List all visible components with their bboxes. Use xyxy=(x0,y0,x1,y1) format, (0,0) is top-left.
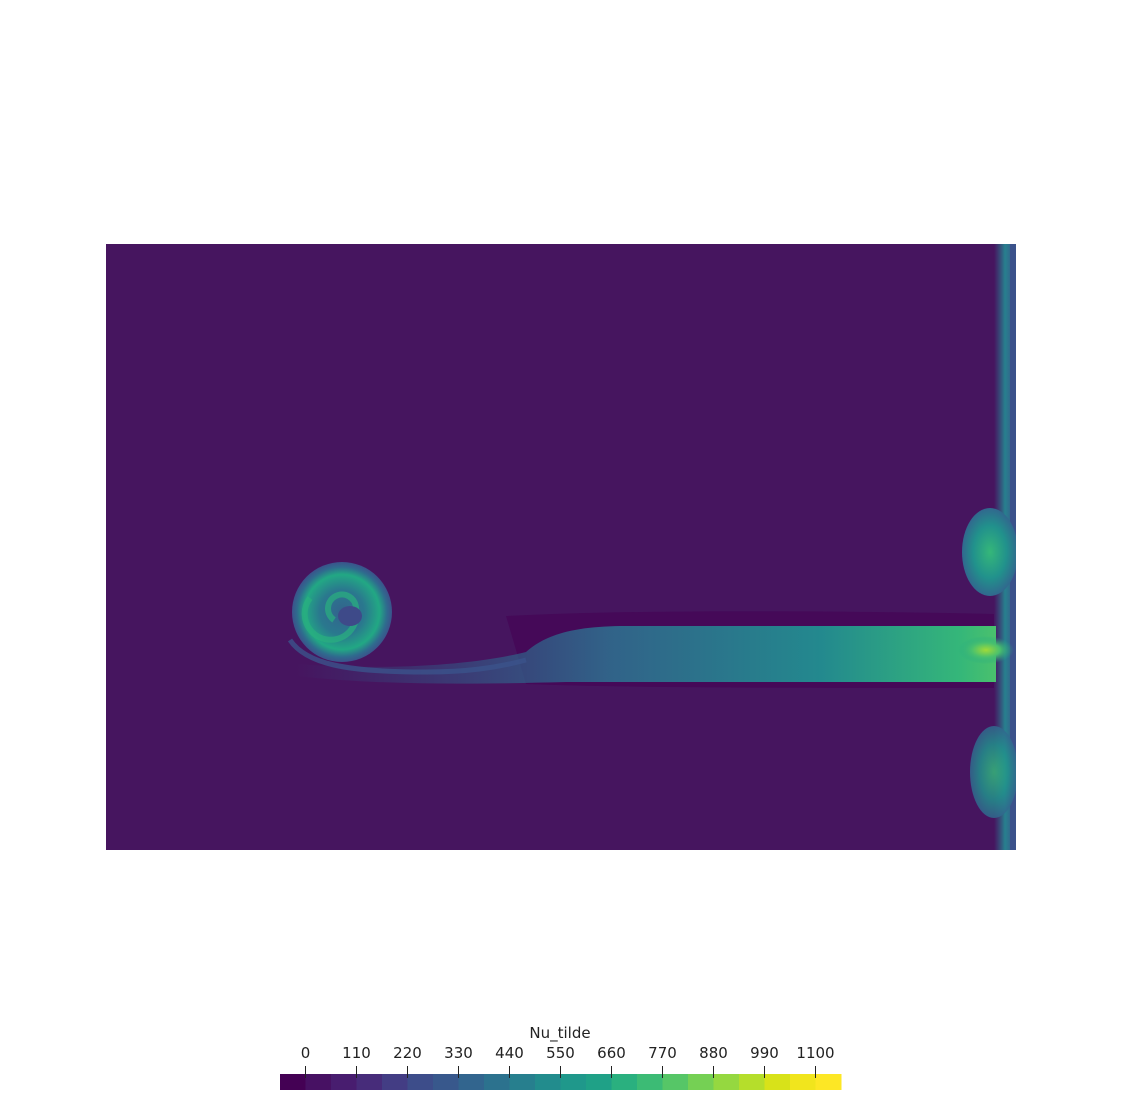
colorbar-tick-label: 220 xyxy=(393,1044,422,1062)
colorbar-tick-label: 990 xyxy=(750,1044,779,1062)
colorbar-swatch xyxy=(509,1074,536,1090)
colorbar-swatch xyxy=(305,1074,332,1090)
colorbar-swatch xyxy=(458,1074,485,1090)
colorbar-tick-label: 770 xyxy=(648,1044,677,1062)
lower-wall-vortex xyxy=(970,726,1016,818)
colorbar-swatch xyxy=(688,1074,714,1090)
spiral-vortex-core xyxy=(338,606,362,626)
colorbar-swatch xyxy=(815,1074,842,1090)
colorbar-tick-label: 1100 xyxy=(796,1044,835,1062)
vortex-tail xyxy=(287,638,527,675)
colorbar-swatch xyxy=(790,1074,816,1090)
colorbar-swatch xyxy=(739,1074,765,1090)
colorbar-tick-label: 440 xyxy=(495,1044,524,1062)
colorbar-swatch xyxy=(611,1074,638,1090)
colorbar-tick-label: 110 xyxy=(342,1044,371,1062)
colorbar-swatch xyxy=(433,1074,459,1090)
colorbar-swatch xyxy=(560,1074,587,1090)
colorbar-tick-label: 550 xyxy=(546,1044,575,1062)
colorbar-tick-label: 660 xyxy=(597,1044,626,1062)
colorbar-swatch xyxy=(382,1074,408,1090)
contour-plot-field xyxy=(106,244,1016,850)
colorbar-swatch xyxy=(764,1074,791,1090)
colorbar-swatch xyxy=(713,1074,740,1090)
colorbar-tick-label: 330 xyxy=(444,1044,473,1062)
jet-hotspot xyxy=(958,636,1014,664)
colorbar-swatch xyxy=(586,1074,612,1090)
colorbar-legend: Nu_tilde 0 110 220 330 440 550 660 770 880 990 110… xyxy=(260,1020,860,1094)
upper-wall-vortex xyxy=(962,508,1016,596)
colorbar-tick-label: 0 xyxy=(300,1044,311,1062)
colorbar-swatch xyxy=(280,1074,306,1090)
colorbar-swatch xyxy=(356,1074,383,1090)
colorbar-swatches xyxy=(280,1066,842,1090)
colorbar-swatch xyxy=(331,1074,357,1090)
colorbar-title: Nu_tilde xyxy=(529,1024,591,1042)
colorbar-swatch xyxy=(637,1074,663,1090)
colorbar-swatch xyxy=(535,1074,561,1090)
colorbar-swatch xyxy=(662,1074,689,1090)
field-background xyxy=(106,244,1016,850)
colorbar-swatch xyxy=(484,1074,510,1090)
colorbar-swatch xyxy=(407,1074,434,1090)
colorbar-tick-label: 880 xyxy=(699,1044,728,1062)
